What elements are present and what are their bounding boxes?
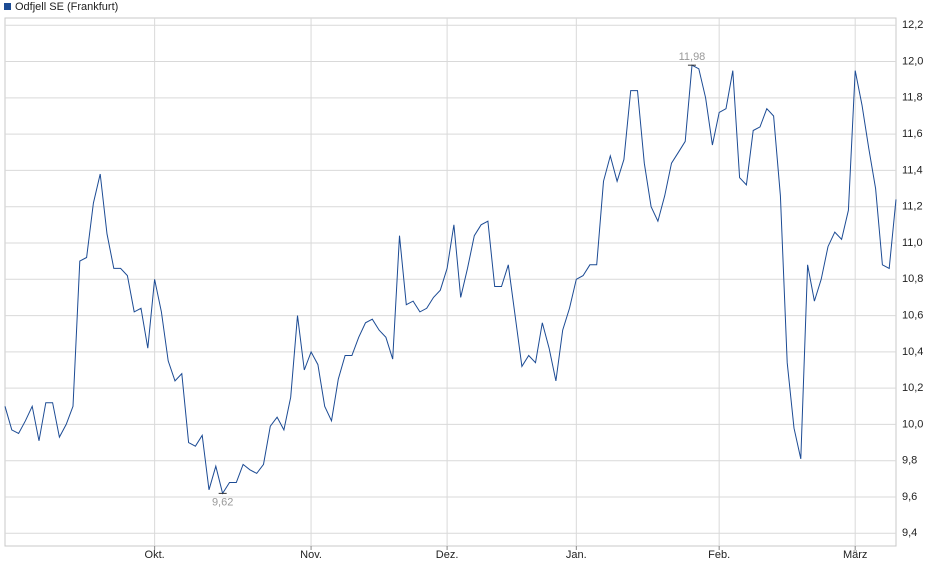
y-tick-label: 12,0 xyxy=(902,55,923,67)
x-tick-label: Jan. xyxy=(566,549,587,561)
legend-swatch xyxy=(4,3,11,10)
extreme-label: 9,62 xyxy=(212,496,233,508)
y-tick-label: 10,8 xyxy=(902,273,923,285)
y-tick-label: 9,6 xyxy=(902,491,917,503)
extreme-label: 11,98 xyxy=(679,51,706,63)
y-tick-label: 11,6 xyxy=(902,128,923,140)
y-tick-label: 11,4 xyxy=(902,164,923,176)
plot-frame xyxy=(4,17,897,547)
y-tick-label: 11,2 xyxy=(902,201,923,213)
y-tick-label: 10,0 xyxy=(902,418,923,430)
x-tick-label: Okt. xyxy=(145,549,165,561)
y-tick-label: 10,6 xyxy=(902,309,923,321)
legend-label: Odfjell SE (Frankfurt) xyxy=(15,1,118,13)
y-tick-label: 10,2 xyxy=(902,382,923,394)
y-tick-label: 10,4 xyxy=(902,346,923,358)
y-tick-label: 9,8 xyxy=(902,455,917,467)
x-tick-label: Nov. xyxy=(300,549,322,561)
x-tick-label: März xyxy=(843,549,867,561)
x-tick-label: Feb. xyxy=(708,549,730,561)
y-tick-label: 11,8 xyxy=(902,92,923,104)
x-tick-label: Dez. xyxy=(436,549,459,561)
price-line xyxy=(4,64,897,495)
y-tick-label: 12,2 xyxy=(902,19,923,31)
y-tick-label: 11,0 xyxy=(902,237,923,249)
y-tick-label: 9,4 xyxy=(902,527,917,539)
